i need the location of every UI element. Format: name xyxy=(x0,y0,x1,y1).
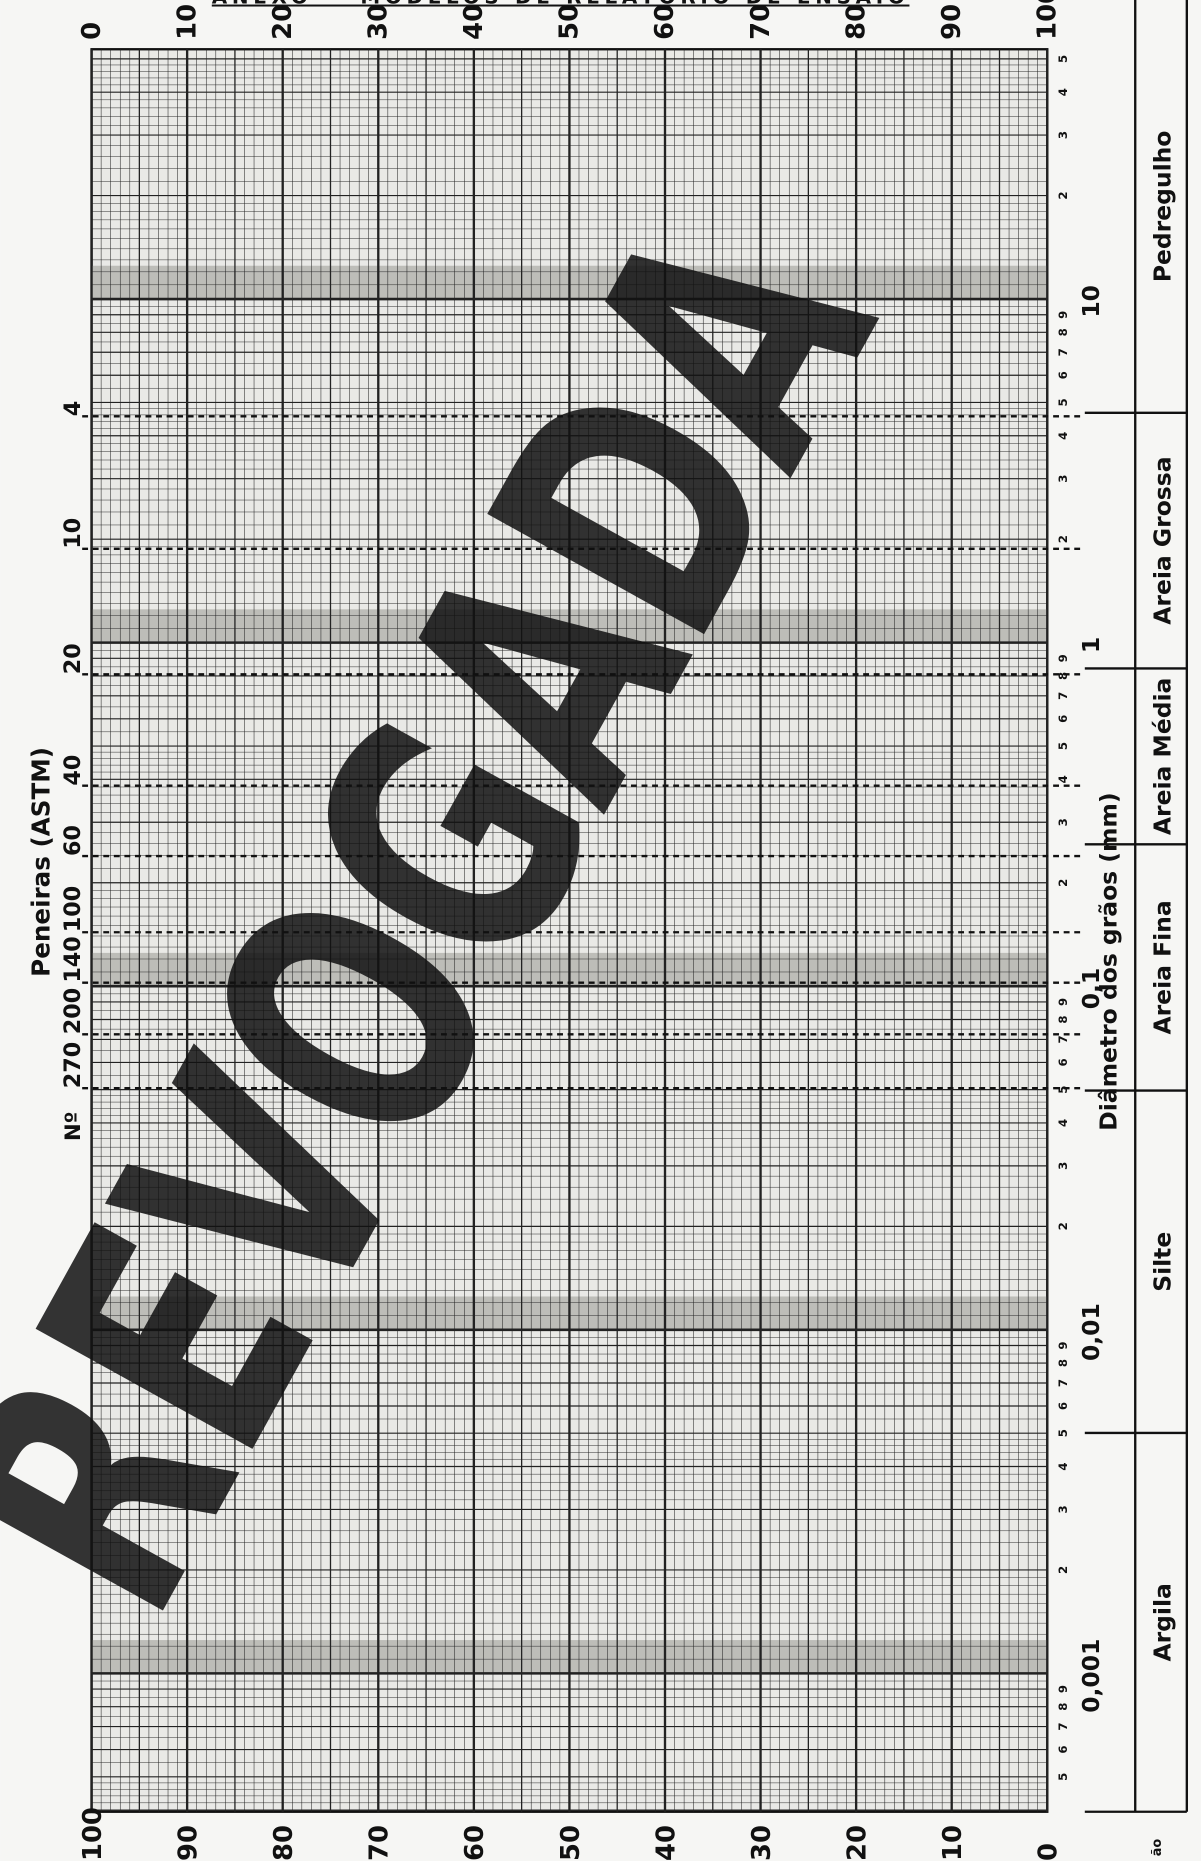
minor-label: 5 xyxy=(1056,1429,1070,1437)
minor-label: 6 xyxy=(1056,371,1070,379)
decade-label: 0,1 xyxy=(1077,968,1105,1010)
percent-bottom-label: 100 xyxy=(78,1807,108,1861)
percent-top-label: 30 xyxy=(363,4,393,40)
footer: ão xyxy=(1150,1839,1165,1857)
minor-label: 7 xyxy=(1056,1723,1070,1731)
percent-top-label: 20 xyxy=(268,4,298,40)
percent-bottom-label: 20 xyxy=(843,1825,873,1861)
minor-label: 6 xyxy=(1056,1746,1070,1754)
minor-label: 4 xyxy=(1056,775,1070,783)
minor-label: 3 xyxy=(1056,475,1070,483)
minor-label: 9 xyxy=(1056,311,1070,319)
decade-label: 0,001 xyxy=(1077,1639,1105,1713)
percent-top-label: 40 xyxy=(459,4,489,40)
percent-bottom-label: 90 xyxy=(174,1825,204,1861)
class-label: Areia Fina xyxy=(1148,900,1176,1034)
diameter-title: Diâmetro dos grãos (mm) xyxy=(1094,792,1122,1130)
percent-bottom-label: 80 xyxy=(269,1825,299,1861)
minor-label: 5 xyxy=(1056,55,1070,63)
class-label: Pedregulho xyxy=(1148,131,1176,283)
minor-label: 3 xyxy=(1056,1505,1070,1513)
minor-label: 9 xyxy=(1056,1685,1070,1693)
minor-label: 6 xyxy=(1056,1058,1070,1066)
class-label: Areia Média xyxy=(1148,678,1176,835)
minor-label: 3 xyxy=(1056,1162,1070,1170)
decade-label: 0,01 xyxy=(1077,1303,1105,1361)
minor-label: 3 xyxy=(1056,131,1070,139)
sieve-label: 100 xyxy=(60,886,86,932)
minor-label: 4 xyxy=(1056,432,1070,440)
minor-label: 3 xyxy=(1056,818,1070,826)
minor-label: 5 xyxy=(1056,1773,1070,1781)
minor-label: 7 xyxy=(1056,1379,1070,1387)
sieve-label: 140 xyxy=(60,936,86,982)
percent-bottom-label: 0 xyxy=(1034,1843,1064,1861)
percent-bottom-label: 50 xyxy=(556,1825,586,1861)
class-label: Argila xyxy=(1148,1583,1176,1661)
minor-label: 8 xyxy=(1056,1359,1070,1367)
class-label: Areia Grossa xyxy=(1148,456,1176,624)
class-label: Silte xyxy=(1148,1232,1176,1292)
percent-top-label: 50 xyxy=(555,4,585,40)
percent-top-label: 60 xyxy=(650,4,680,40)
percent-bottom-label: 60 xyxy=(460,1825,490,1861)
minor-label: 8 xyxy=(1056,672,1070,680)
minor-label: 6 xyxy=(1056,1402,1070,1410)
sieve-label: 270 xyxy=(60,1042,86,1088)
minor-label: 8 xyxy=(1056,1015,1070,1023)
minor-label: 2 xyxy=(1056,192,1070,200)
minor-label: 9 xyxy=(1056,654,1070,662)
sieves-title: Peneiras (ASTM) xyxy=(26,747,55,977)
minor-label: 5 xyxy=(1056,398,1070,406)
decade-label: 1 xyxy=(1077,637,1105,653)
percent-bottom-label: 70 xyxy=(365,1825,395,1861)
sieve-label: 20 xyxy=(60,643,86,674)
sieve-label: 60 xyxy=(60,825,86,856)
minor-label: 4 xyxy=(1056,1462,1070,1470)
sieve-label: 200 xyxy=(60,988,86,1034)
grid xyxy=(82,0,1188,1813)
sieve-label: 10 xyxy=(60,518,86,549)
minor-label: 9 xyxy=(1056,1341,1070,1349)
percent-top-label: 100 xyxy=(1032,0,1062,40)
sieve-label: 40 xyxy=(60,755,86,786)
minor-label: 5 xyxy=(1056,742,1070,750)
percent-top-label: 0 xyxy=(77,22,107,40)
minor-label: 4 xyxy=(1056,1119,1070,1127)
percent-bottom-label: 30 xyxy=(747,1825,777,1861)
percent-top-label: 10 xyxy=(172,4,202,40)
percent-top-label: 70 xyxy=(746,4,776,40)
minor-label: 8 xyxy=(1056,1703,1070,1711)
percent-bottom-label: 10 xyxy=(938,1825,968,1861)
decade-label: 10 xyxy=(1077,285,1105,318)
percent-top-label: 80 xyxy=(841,4,871,40)
minor-label: 2 xyxy=(1056,1222,1070,1230)
minor-label: 4 xyxy=(1056,88,1070,96)
header-title: ANEXO — MODELOS DE RELATÓRIO DE ENSAIO xyxy=(212,0,910,9)
sieve-prefix: Nº xyxy=(60,1111,85,1141)
minor-label: 5 xyxy=(1056,1086,1070,1094)
percent-top-label: 90 xyxy=(937,4,967,40)
minor-label: 2 xyxy=(1056,1566,1070,1574)
minor-label: 2 xyxy=(1056,879,1070,887)
minor-label: 7 xyxy=(1056,692,1070,700)
minor-label: 7 xyxy=(1056,1035,1070,1043)
minor-label: 8 xyxy=(1056,328,1070,336)
percent-bottom-label: 40 xyxy=(651,1825,681,1861)
minor-label: 7 xyxy=(1056,348,1070,356)
minor-label: 6 xyxy=(1056,715,1070,723)
sieve-label: 4 xyxy=(60,401,86,417)
minor-label: 2 xyxy=(1056,535,1070,543)
minor-label: 9 xyxy=(1056,998,1070,1006)
